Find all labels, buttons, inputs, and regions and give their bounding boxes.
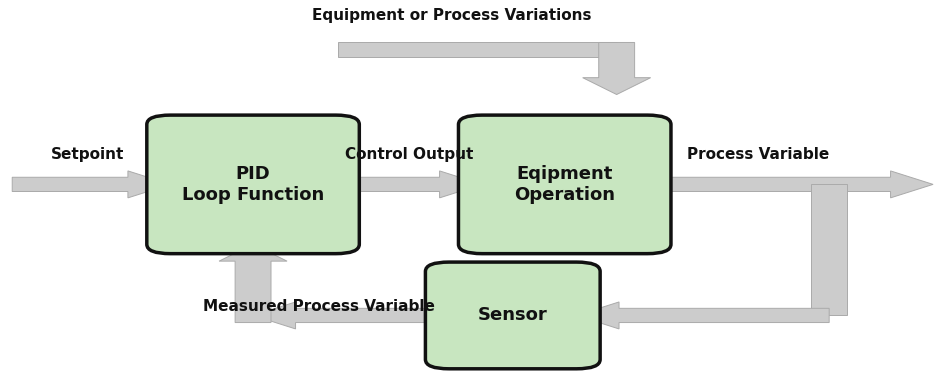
Text: Control Output: Control Output	[345, 147, 473, 162]
Text: PID
Loop Function: PID Loop Function	[182, 165, 324, 204]
Bar	[811, 184, 847, 315]
Text: Setpoint: Setpoint	[51, 147, 124, 162]
Bar	[338, 43, 617, 57]
Text: Process Variable: Process Variable	[687, 147, 829, 162]
Text: Equipment or Process Variations: Equipment or Process Variations	[312, 8, 591, 24]
FancyArrow shape	[582, 43, 651, 95]
Text: Sensor: Sensor	[478, 306, 547, 325]
FancyBboxPatch shape	[459, 115, 671, 254]
FancyArrow shape	[335, 171, 482, 198]
FancyArrow shape	[12, 171, 170, 198]
FancyBboxPatch shape	[426, 262, 600, 369]
FancyArrow shape	[647, 171, 933, 198]
FancyArrow shape	[253, 302, 449, 329]
FancyBboxPatch shape	[147, 115, 359, 254]
Text: Measured Process Variable: Measured Process Variable	[203, 299, 435, 314]
Text: Eqipment
Operation: Eqipment Operation	[514, 165, 616, 204]
FancyArrow shape	[577, 302, 829, 329]
FancyArrow shape	[219, 244, 287, 323]
